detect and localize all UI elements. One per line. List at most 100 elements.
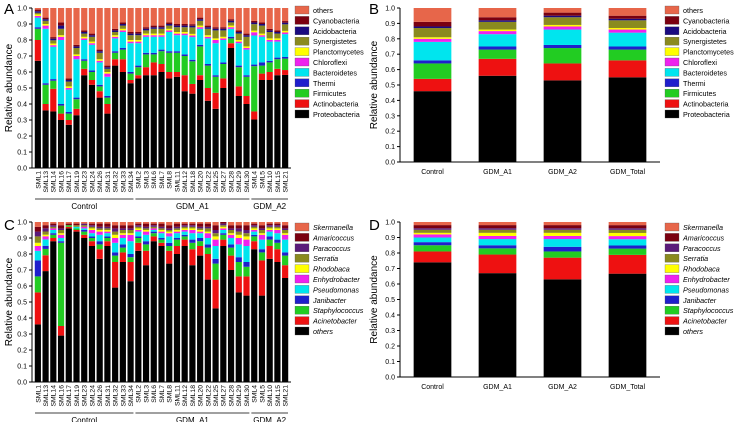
bar-segment-planctomycetes-sml6 [150, 33, 157, 36]
bar-segment-others-sml24 [88, 246, 96, 382]
bar-segment-chloroflexi-sml26 [96, 60, 103, 63]
bar-segment-others-sml32 [112, 8, 119, 29]
bar-segment-rhodobaca-sml21 [282, 233, 289, 235]
bar-segment-thermi-sml20 [197, 44, 204, 47]
bar-segment-synergistetes-sml8 [166, 25, 173, 29]
bar-segment-planctomycetes-sml20 [197, 25, 204, 28]
bar-segment-skermanella-sml1 [34, 222, 41, 227]
bar-segment-actinobacteria-sml1 [34, 40, 41, 61]
legend-swatch-thermi [664, 78, 680, 87]
bar-segment-acidobacteria-sml4 [251, 22, 258, 25]
bar-segment-janibacter-sml2 [135, 236, 142, 238]
bar-segment-skermanella-sml29 [235, 222, 242, 226]
bar-segment-paracoccus-sml2 [135, 225, 142, 227]
bar-segment-serratia-sml3 [142, 228, 150, 230]
bar-segment-proteobacteria-gdm-a2 [543, 80, 582, 162]
bar-segment-synergistetes-sml20 [197, 20, 204, 26]
bar-segment-rhodobaca-sml5 [258, 233, 266, 235]
bar-segment-thermi-sml27 [220, 62, 227, 64]
bar-segment-janibacter-sml13 [42, 245, 49, 249]
bar-segment-planctomycetes-sml10 [266, 38, 273, 40]
bar-segment-skermanella-sml6 [150, 222, 157, 224]
bar-segment-actinobacteria-sml18 [189, 83, 196, 94]
bar-segment-others-sml33 [119, 8, 126, 23]
bar-segment-firmicutes-gdm-a1 [478, 49, 517, 59]
bar-segment-pseudomonas-sml15 [274, 233, 281, 240]
bar-segment-chloroflexi-sml8 [166, 30, 173, 32]
bar-segment-rhodobaca-sml32 [112, 234, 119, 238]
bar-segment-actinobacteria-sml34 [127, 80, 134, 84]
bar-segment-cyanobacteria-sml13 [42, 17, 49, 20]
bar-segment-pseudomonas-sml31 [104, 233, 111, 237]
bar-segment-pseudomonas-sml20 [197, 233, 204, 238]
bar-segment-others-sml20 [197, 255, 204, 382]
y-tick-label: 0.9 [385, 235, 395, 242]
legend-label: Pseudomonas [683, 285, 729, 294]
bar-segment-amaricoccus-sml21 [282, 225, 289, 229]
legend-swatch-others [294, 5, 310, 15]
bar-segment-enhydrobacter-sml11 [173, 231, 181, 234]
bar-segment-rhodobaca-sml29 [235, 234, 242, 238]
legend-swatch-cyanobacteria [294, 16, 310, 25]
x-tick-label: SML33 [120, 171, 127, 193]
bar-segment-rhodobaca-sml20 [197, 230, 204, 232]
bar-segment-firmicutes-sml1 [34, 28, 41, 40]
bar-segment-pseudomonas-sml22 [204, 238, 211, 245]
y-tick-label: 0.8 [385, 36, 395, 43]
bar-segment-pseudomonas-sml29 [235, 244, 242, 258]
group-label: Control [71, 202, 97, 211]
bar-segment-thermi-sml3 [142, 52, 150, 55]
bar-segment-bacteroidetes-sml4 [251, 35, 258, 65]
legend-label: Thermi [683, 79, 706, 88]
bar-segment-staphylococcus-sml32 [112, 255, 119, 262]
legend-label: Skermanella [313, 223, 353, 232]
bar-segment-chloroflexi-sml2 [135, 41, 142, 44]
group-label: GDM_A2 [253, 202, 286, 211]
bar-segment-others-sml14 [50, 241, 57, 382]
bar-segment-serratia-sml33 [119, 230, 126, 234]
bar-segment-cyanobacteria-gdm-total [608, 15, 647, 19]
bar-segment-planctomycetes-sml3 [142, 33, 150, 36]
bar-segment-enhydrobacter-sml10 [266, 230, 273, 232]
bar-segment-serratia-sml34 [127, 230, 134, 234]
bar-segment-skermanella-sml34 [127, 222, 134, 226]
bar-segment-staphylococcus-sml12 [181, 236, 188, 240]
bar-segment-cyanobacteria-sml5 [258, 22, 266, 24]
bar-segment-amaricoccus-control [413, 225, 452, 229]
bar-segment-serratia-sml2 [135, 226, 142, 229]
bar-segment-skermanella-sml5 [258, 222, 266, 226]
x-tick-label: SML23 [82, 385, 89, 407]
x-tick-label: SML16 [58, 171, 65, 193]
legend-label: Rhodobaca [313, 265, 350, 274]
bar-segment-bacteroidetes-sml13 [42, 28, 49, 84]
bar-segment-enhydrobacter-gdm-a1 [478, 235, 517, 240]
legend-label: Cyanobacteria [683, 16, 729, 25]
legend-label: Synergistetes [313, 37, 357, 46]
group-label: GDM_A1 [176, 202, 209, 211]
x-tick-label: GDM_A1 [483, 169, 512, 176]
bar-segment-bacteroidetes-sml11 [173, 35, 181, 52]
bar-segment-acinetobacter-sml2 [135, 242, 142, 251]
bar-segment-skermanella-sml25 [212, 222, 219, 226]
bar-segment-rhodobaca-sml25 [212, 236, 219, 240]
bar-segment-chloroflexi-sml4 [251, 32, 258, 36]
bar-segment-acinetobacter-sml23 [81, 234, 88, 238]
bar-segment-others-sml29 [235, 8, 242, 31]
bar-segment-amaricoccus-sml30 [243, 225, 250, 230]
bar-segment-bacteroidetes-sml25 [212, 43, 219, 76]
x-tick-label: SML32 [113, 171, 120, 193]
x-tick-label: SML24 [89, 385, 96, 407]
bar-segment-janibacter-sml12 [181, 234, 188, 237]
bar-segment-chloroflexi-sml19 [73, 56, 80, 60]
y-axis-title: Relative abundance [4, 257, 15, 346]
bar-segment-pseudomonas-sml19 [73, 226, 80, 229]
legend-swatch-rhodobaca [664, 264, 680, 273]
bar-segment-others-sml33 [119, 262, 126, 382]
bar-segment-janibacter-sml21 [282, 252, 289, 256]
bar-segment-proteobacteria-sml16 [57, 120, 65, 168]
bar-segment-skermanella-gdm-total [608, 222, 647, 226]
bar-segment-planctomycetes-gdm-total [608, 28, 647, 30]
bar-segment-thermi-sml8 [166, 51, 173, 53]
bar-segment-skermanella-sml33 [119, 222, 126, 226]
bar-segment-synergistetes-sml6 [150, 28, 157, 34]
